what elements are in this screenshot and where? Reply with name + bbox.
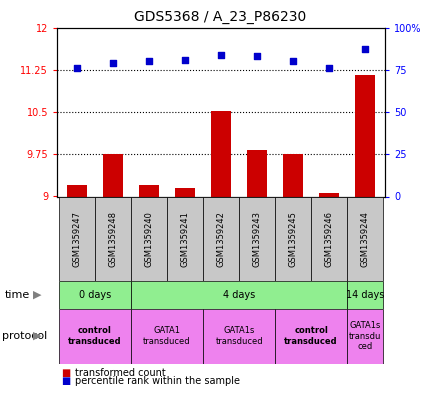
Text: 14 days: 14 days: [346, 290, 385, 300]
Text: GSM1359243: GSM1359243: [253, 211, 262, 267]
Text: GATA1s
transduced: GATA1s transduced: [215, 326, 263, 346]
Text: GATA1s
transdu
ced: GATA1s transdu ced: [349, 321, 381, 351]
Bar: [131, 281, 347, 309]
Point: [362, 46, 369, 53]
Text: GSM1359244: GSM1359244: [361, 211, 370, 267]
Bar: [239, 196, 275, 281]
Text: GSM1359248: GSM1359248: [109, 211, 117, 267]
Bar: [131, 196, 167, 281]
Bar: [283, 154, 303, 196]
Text: GSM1359245: GSM1359245: [289, 211, 297, 267]
Text: GDS5368 / A_23_P86230: GDS5368 / A_23_P86230: [134, 10, 306, 24]
Text: ▶: ▶: [33, 331, 42, 341]
Bar: [203, 309, 275, 364]
Text: GSM1359242: GSM1359242: [216, 211, 226, 267]
Bar: [131, 309, 203, 364]
Text: time: time: [4, 290, 29, 300]
Text: transformed count: transformed count: [75, 368, 165, 378]
Bar: [275, 196, 311, 281]
Text: GATA1
transduced: GATA1 transduced: [143, 326, 191, 346]
Bar: [211, 111, 231, 196]
Text: control
transduced: control transduced: [68, 326, 122, 346]
Bar: [311, 196, 347, 281]
Text: ▶: ▶: [33, 290, 42, 300]
Bar: [347, 281, 383, 309]
Point: [110, 60, 117, 66]
Text: ■: ■: [62, 376, 71, 386]
Bar: [203, 196, 239, 281]
Point: [182, 57, 189, 63]
Bar: [59, 196, 95, 281]
Bar: [347, 196, 383, 281]
Point: [290, 58, 297, 64]
Text: percentile rank within the sample: percentile rank within the sample: [75, 376, 240, 386]
Bar: [167, 196, 203, 281]
Bar: [319, 193, 339, 196]
Text: GSM1359240: GSM1359240: [145, 211, 154, 267]
Text: 0 days: 0 days: [79, 290, 111, 300]
Point: [218, 51, 225, 58]
Bar: [247, 150, 267, 196]
Text: 4 days: 4 days: [223, 290, 255, 300]
Bar: [67, 185, 87, 196]
Bar: [347, 309, 383, 364]
Bar: [59, 281, 131, 309]
Point: [253, 53, 260, 59]
Bar: [103, 154, 123, 196]
Bar: [275, 309, 347, 364]
Text: protocol: protocol: [2, 331, 48, 341]
Point: [326, 65, 333, 71]
Text: ■: ■: [62, 368, 71, 378]
Bar: [355, 75, 375, 196]
Text: control
transduced: control transduced: [284, 326, 338, 346]
Text: GSM1359246: GSM1359246: [325, 211, 334, 267]
Point: [73, 65, 81, 71]
Text: GSM1359247: GSM1359247: [73, 211, 81, 267]
Point: [146, 58, 153, 64]
Bar: [95, 196, 131, 281]
Bar: [175, 188, 195, 196]
Bar: [139, 185, 159, 196]
Bar: [59, 309, 131, 364]
Text: GSM1359241: GSM1359241: [180, 211, 190, 267]
